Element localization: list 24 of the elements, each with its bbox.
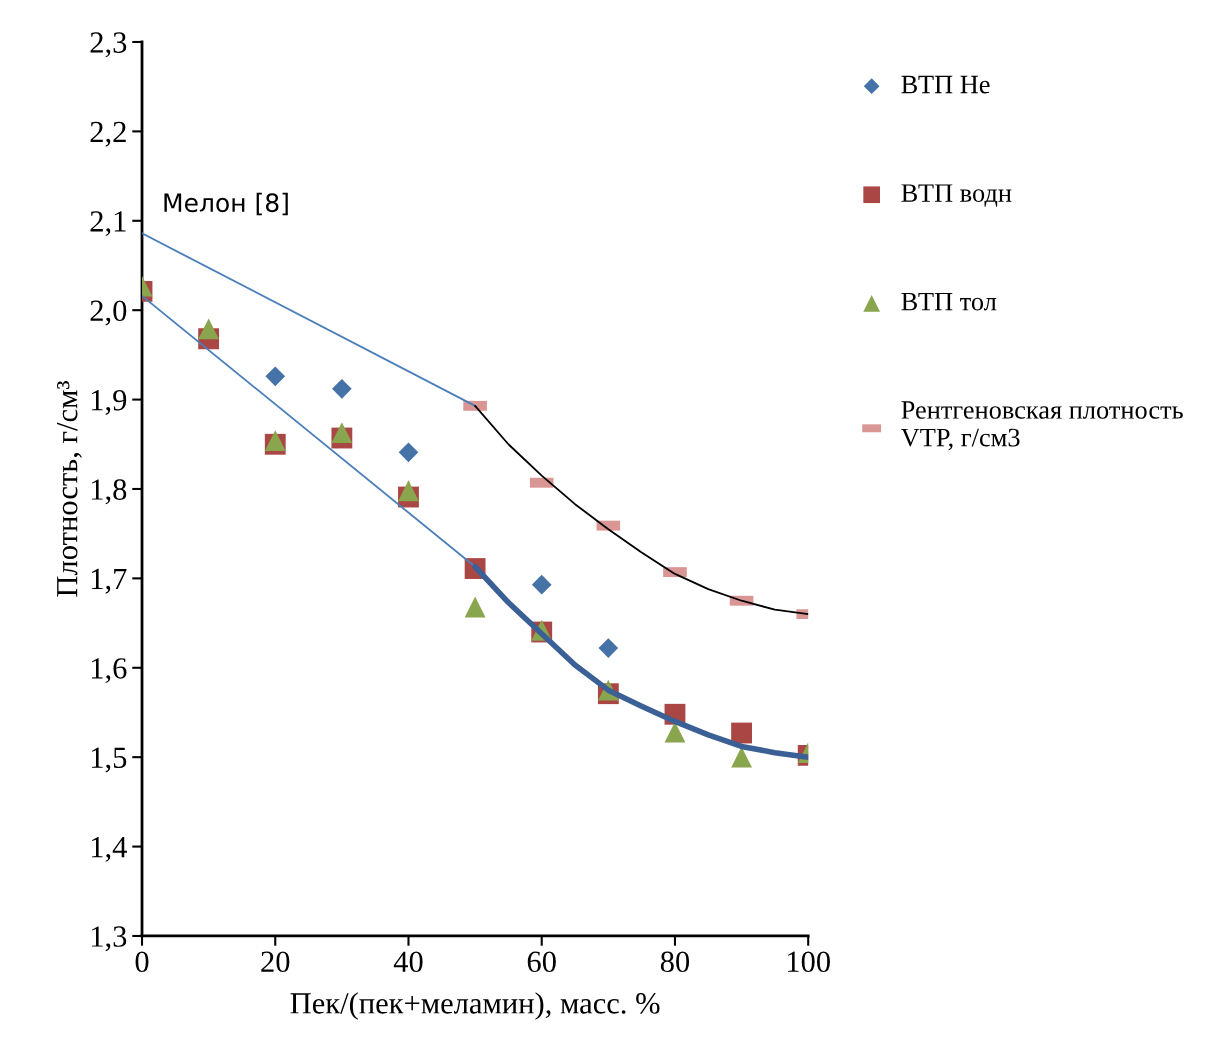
y-tick-label: 1,5 bbox=[91, 747, 127, 773]
x-tick-label: 60 bbox=[527, 951, 556, 973]
legend-label: ВТП тол bbox=[901, 292, 997, 311]
x-tick-label: 80 bbox=[660, 951, 690, 973]
x-tick-label: 40 bbox=[393, 951, 423, 973]
x-tick-label: 100 bbox=[787, 951, 830, 973]
y-tick-label: 1,6 bbox=[91, 658, 127, 684]
x-tick-label: 20 bbox=[261, 951, 290, 973]
legend-label: Рентгеновская плотность VTP, г/см3 bbox=[900, 401, 1183, 451]
y-tick-label: 1,4 bbox=[91, 837, 127, 862]
y-tick-label: 2,0 bbox=[90, 300, 127, 326]
legend-label: ВТП водн bbox=[901, 184, 1012, 207]
x-tick-label: 0 bbox=[135, 951, 149, 973]
y-tick-label: 1,8 bbox=[91, 479, 127, 505]
y-tick-label: 1,9 bbox=[91, 389, 127, 415]
y-tick-label: 2,1 bbox=[90, 211, 126, 237]
y-tick-label: 2,3 bbox=[90, 32, 127, 58]
x-axis-title: Пек/(пек+меламин), масс. % bbox=[290, 992, 660, 1020]
y-tick-label: 1,3 bbox=[91, 926, 127, 952]
legend-label: ВТП He bbox=[901, 75, 990, 94]
y-axis-title: Плотность, г/см³ bbox=[57, 381, 82, 597]
annotation: Мелон [8] bbox=[164, 192, 288, 216]
y-tick-label: 1,7 bbox=[91, 568, 127, 594]
y-tick-label: 2,2 bbox=[90, 121, 126, 147]
